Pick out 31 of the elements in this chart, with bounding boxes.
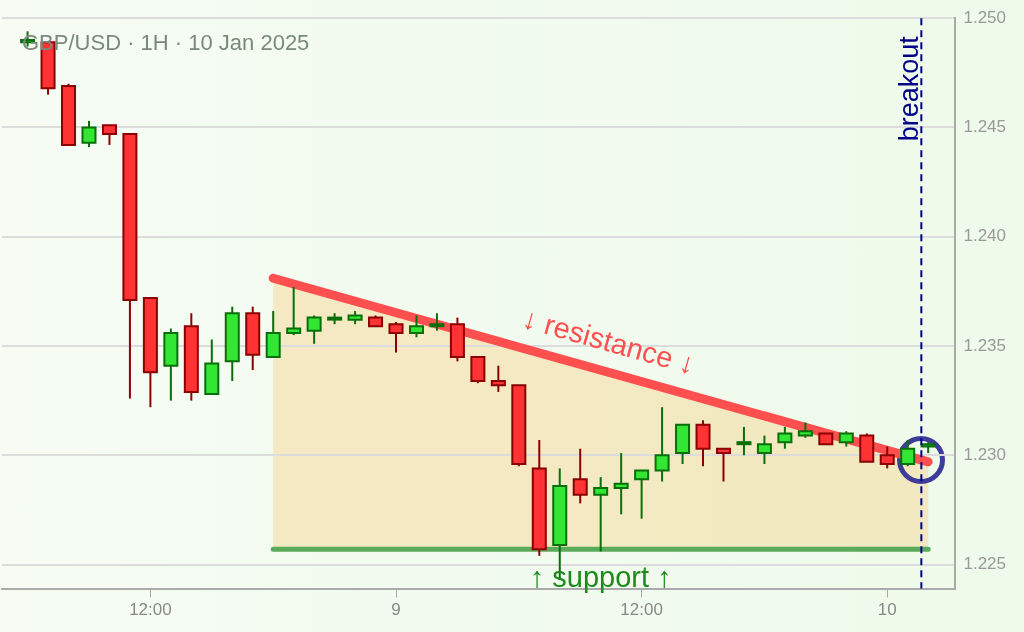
candlestick (715, 447, 731, 483)
candlestick (286, 286, 302, 337)
candlestick (879, 445, 895, 470)
y-tick-label: 1.225 (963, 554, 1007, 574)
x-tick-label: 12:00 (620, 600, 663, 620)
x-tick-label: 12:00 (129, 600, 172, 620)
candlestick (613, 452, 629, 516)
candlestick (593, 476, 609, 553)
candlestick (408, 314, 424, 339)
candlestick (490, 364, 506, 393)
candlestick (101, 124, 117, 146)
candlestick (777, 425, 793, 450)
series-label: ↑ support ↑ (529, 561, 672, 594)
candlestick (388, 320, 404, 354)
candlestick (572, 447, 588, 505)
y-tick-label: 1.245 (963, 117, 1007, 137)
y-tick-label: 1.240 (963, 226, 1007, 246)
y-tick-label: 1.250 (963, 7, 1007, 27)
x-tick-label: 9 (391, 600, 401, 620)
candlestick (736, 425, 752, 457)
candlestick (654, 406, 670, 483)
candlestick (306, 314, 322, 345)
candlestick (81, 119, 97, 149)
candlestick (756, 434, 772, 466)
candlestick (900, 438, 916, 468)
x-tick-label: 10 (877, 600, 897, 620)
candlestick (634, 469, 650, 520)
y-tick-label: 1.235 (963, 335, 1007, 355)
y-tick-label: 1.230 (963, 444, 1007, 464)
ref-line-label: breakout (893, 35, 924, 142)
text: ↓ resistance ↓ (519, 301, 699, 381)
